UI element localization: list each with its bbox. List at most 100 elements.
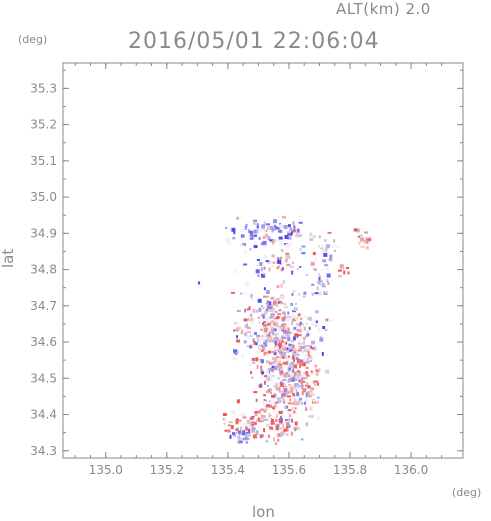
radar-cell: [225, 237, 230, 242]
radar-cell: [249, 416, 254, 420]
radar-cell: [241, 353, 244, 358]
radar-cell: [234, 352, 238, 355]
radar-cell: [271, 368, 274, 373]
radar-cell: [289, 386, 293, 390]
radar-cell: [235, 328, 240, 332]
radar-cell: [279, 327, 284, 330]
x-tick-label: 135.2: [150, 463, 184, 477]
radar-cell: [282, 379, 287, 382]
radar-cell: [263, 295, 266, 298]
radar-cell: [289, 232, 293, 236]
radar-cell: [305, 374, 310, 377]
radar-cell: [278, 363, 282, 366]
radar-cell: [243, 340, 247, 344]
radar-cell: [289, 372, 294, 376]
radar-cell: [318, 235, 321, 239]
radar-cell: [305, 398, 308, 403]
radar-cell: [297, 293, 301, 296]
radar-cell: [296, 268, 299, 270]
radar-cell: [324, 291, 327, 294]
radar-cell: [282, 249, 284, 252]
radar-cell: [291, 418, 294, 423]
radar-cell: [307, 391, 310, 396]
radar-cell: [268, 388, 271, 392]
radar-cell: [278, 256, 281, 261]
timestamp-title: 2016/05/01 22:06:04: [128, 29, 380, 54]
radar-cell: [261, 339, 265, 342]
radar-cell: [229, 434, 232, 439]
radar-cell: [315, 323, 318, 326]
radar-cell: [301, 245, 306, 248]
radar-cell: [287, 368, 290, 373]
radar-cell: [279, 223, 282, 225]
radar-cell: [288, 388, 291, 393]
radar-cell: [270, 326, 274, 329]
radar-cell: [288, 242, 292, 246]
radar-cell: [267, 236, 271, 241]
radar-cell: [283, 348, 287, 351]
radar-cell: [281, 392, 286, 397]
radar-cell: [235, 357, 238, 360]
radar-cell: [271, 307, 273, 309]
radar-cell: [275, 418, 278, 422]
radar-cell: [308, 326, 311, 330]
radar-cell: [288, 383, 292, 386]
radar-cell: [276, 316, 280, 319]
radar-cell: [263, 351, 268, 356]
radar-cell: [264, 327, 268, 331]
radar-cell: [321, 285, 326, 288]
radar-cell: [260, 359, 264, 364]
radar-cell: [325, 354, 328, 357]
radar-cell: [271, 394, 276, 398]
radar-cell: [356, 228, 361, 233]
radar-cell: [276, 386, 281, 391]
radar-cell: [244, 332, 248, 337]
radar-cell: [272, 362, 276, 367]
radar-cell: [251, 376, 254, 379]
radar-cell: [241, 234, 245, 238]
radar-cell: [265, 371, 269, 375]
radar-cell: [317, 273, 320, 276]
radar-cell: [255, 342, 258, 346]
radar-cell: [258, 307, 262, 312]
radar-cell: [322, 326, 326, 329]
radar-cell: [290, 377, 295, 382]
radar-cell: [278, 360, 281, 363]
radar-cell: [298, 324, 300, 327]
radar-cell: [223, 422, 226, 425]
radar-cell: [277, 335, 280, 338]
radar-cell: [287, 224, 291, 228]
radar-cell: [276, 375, 281, 379]
radar-cell: [319, 335, 322, 338]
radar-cell: [319, 280, 323, 283]
radar-cell: [259, 434, 264, 438]
radar-cell: [310, 393, 315, 396]
radar-cell: [282, 325, 285, 330]
radar-cell: [305, 384, 308, 387]
radar-cell: [249, 362, 253, 367]
radar-cell: [243, 263, 248, 266]
radar-cell: [268, 400, 272, 403]
radar-cell: [249, 429, 253, 434]
radar-cell: [232, 432, 235, 436]
radar-cell: [298, 215, 302, 218]
radar-cell: [301, 359, 304, 362]
radar-cell: [292, 310, 296, 313]
radar-cell: [275, 386, 278, 391]
radar-cell: [272, 301, 277, 305]
radar-cell: [246, 345, 251, 348]
radar-cell: [274, 366, 278, 371]
radar-cell: [257, 360, 261, 364]
radar-cell: [248, 429, 251, 434]
radar-cell: [268, 370, 271, 374]
radar-cell: [292, 261, 295, 264]
radar-cell: [292, 401, 294, 405]
radar-cell: [300, 323, 304, 326]
radar-cell: [299, 328, 302, 333]
radar-cell: [312, 267, 315, 270]
radar-cell: [289, 363, 294, 368]
radar-cell: [305, 346, 310, 350]
radar-cell: [298, 339, 302, 342]
radar-cell: [278, 351, 281, 355]
radar-cell: [278, 309, 282, 312]
